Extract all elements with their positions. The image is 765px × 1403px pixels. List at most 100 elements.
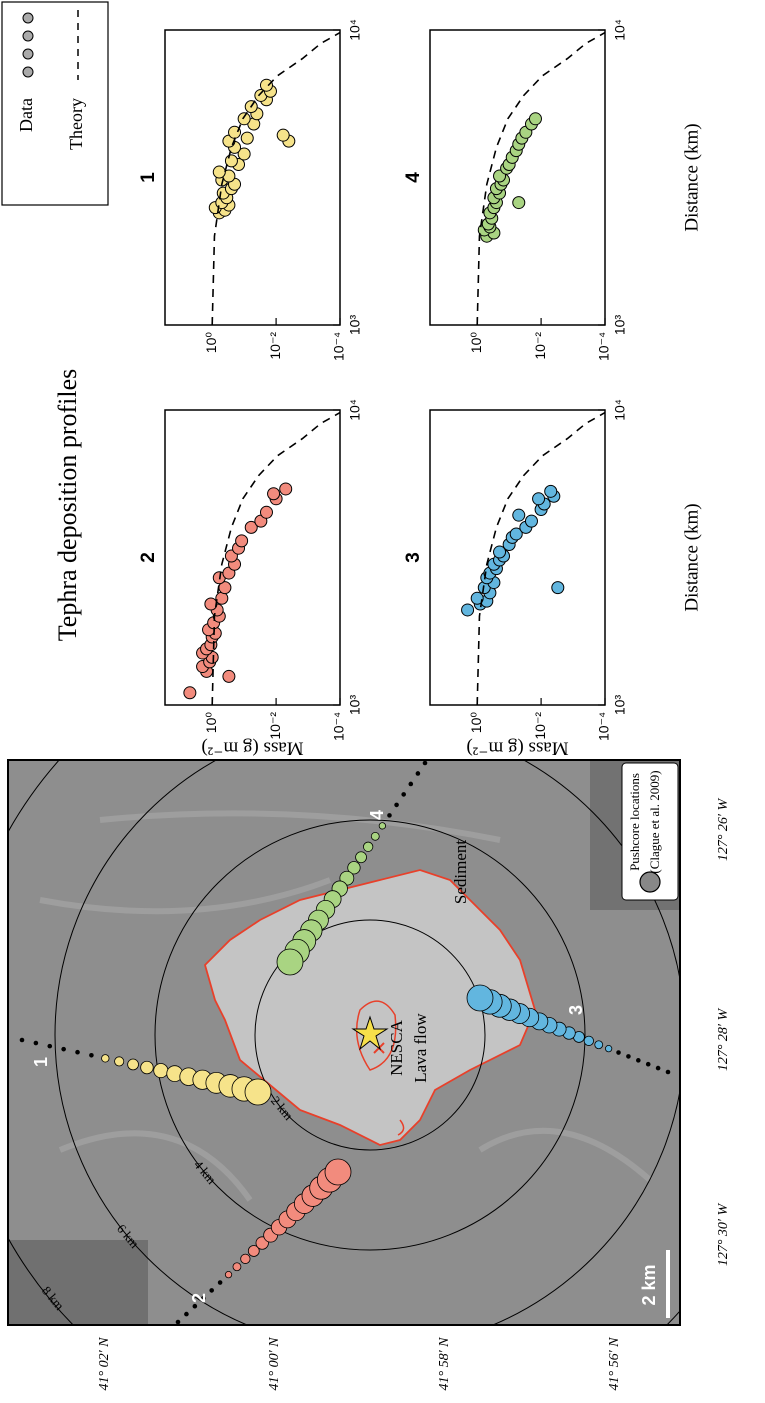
data-point (552, 582, 564, 594)
pushcore (363, 842, 372, 851)
y-tick-label: 10⁰ (203, 712, 219, 734)
pushcore (584, 1036, 593, 1045)
x-tick-label: 10⁴ (612, 399, 628, 421)
data-point (545, 485, 557, 497)
x-tick-label: 10⁴ (347, 399, 363, 421)
pushcore (595, 1041, 603, 1049)
panel-title: 4 (403, 172, 424, 183)
x-tick-label: 10⁴ (612, 19, 628, 41)
panel-title: 2 (138, 552, 159, 563)
scale-bar-label: 2 km (639, 1264, 659, 1305)
x-axis-label: Distance (km) (681, 503, 702, 611)
data-point (216, 592, 228, 604)
pushcore (371, 832, 379, 840)
y-tick-label: 10⁻² (532, 332, 548, 360)
page: {"title": "Tephra deposition profiles", … (0, 0, 765, 1403)
track-dot (646, 1062, 651, 1067)
data-point (260, 506, 272, 518)
data-point (513, 509, 525, 521)
data-point (280, 483, 292, 495)
legend-label: Data (16, 98, 36, 132)
data-point (238, 113, 250, 125)
data-point (260, 79, 272, 91)
latitude-label: 41° 00′ N (267, 1337, 282, 1391)
data-point (223, 670, 235, 682)
track-dot (89, 1053, 94, 1058)
track-dot (408, 782, 413, 787)
pushcore (102, 1055, 110, 1063)
data-point (213, 166, 225, 178)
pushcore (233, 1263, 241, 1271)
y-axis-label: Mass (g m⁻²) (466, 738, 568, 759)
legend-marker (23, 67, 33, 77)
profile-label: 2 (189, 1293, 209, 1303)
data-point (529, 113, 541, 125)
data-point (236, 535, 248, 547)
pushcore (605, 1045, 611, 1051)
legend-marker (23, 13, 33, 23)
y-tick-label: 10⁻⁴ (331, 712, 347, 741)
y-axis-label: Mass (g m⁻²) (201, 738, 303, 759)
x-tick-label: 10³ (347, 695, 363, 716)
map-patch (8, 1240, 148, 1325)
track-dot (47, 1044, 52, 1049)
track-dot (401, 792, 406, 797)
track-dot (636, 1058, 641, 1063)
map-legend-label: Pushcore locations (627, 773, 642, 871)
profile-label: 3 (566, 1005, 586, 1015)
pushcore (245, 1079, 271, 1105)
track-dot (184, 1312, 189, 1317)
track-dot (61, 1047, 66, 1052)
legend-marker (23, 31, 33, 41)
map-legend-marker (640, 872, 660, 892)
plot-frame (430, 410, 605, 705)
track-dot (193, 1304, 198, 1309)
track-dot (176, 1320, 181, 1325)
legend-label: Theory (66, 98, 86, 150)
data-point (525, 515, 537, 527)
pushcore (277, 949, 303, 975)
track-dot (416, 771, 421, 776)
pushcore (356, 852, 367, 863)
data-point (241, 132, 253, 144)
data-point (462, 604, 474, 616)
profile-label: 4 (367, 810, 387, 820)
panel-title: 3 (403, 552, 424, 563)
legend-marker (23, 49, 33, 59)
data-point (277, 129, 289, 141)
track-dot (656, 1066, 661, 1071)
latitude-label: 41° 58′ N (437, 1337, 452, 1391)
track-dot (209, 1288, 214, 1293)
y-tick-label: 10⁻⁴ (331, 332, 347, 361)
data-point (533, 493, 545, 505)
data-point (205, 598, 217, 610)
pushcore (325, 1159, 351, 1185)
x-tick-label: 10⁴ (347, 19, 363, 41)
x-tick-label: 10³ (347, 315, 363, 336)
figure-title: Tephra deposition profiles (53, 369, 82, 642)
panel-title: 1 (138, 172, 159, 183)
track-dot (218, 1280, 223, 1285)
lava-label: Lava flow (411, 1013, 430, 1083)
pushcore (141, 1061, 154, 1074)
y-tick-label: 10⁰ (468, 712, 484, 734)
y-tick-label: 10⁻⁴ (596, 712, 612, 741)
y-tick-label: 10⁻² (267, 712, 283, 740)
map-legend-label: (Clague et al. 2009) (647, 770, 662, 873)
latitude-label: 41° 02′ N (97, 1337, 112, 1391)
track-dot (616, 1050, 621, 1055)
track-dot (75, 1050, 80, 1055)
track-dot (394, 803, 399, 808)
plot-frame (430, 30, 605, 325)
lava-label: NESCA (387, 1019, 406, 1075)
pushcore (225, 1271, 231, 1277)
pushcore (241, 1254, 250, 1263)
pushcore (115, 1057, 124, 1066)
y-tick-label: 10⁻² (267, 332, 283, 360)
longitude-label: 127° 28′ W (716, 1008, 731, 1072)
pushcore (154, 1063, 168, 1077)
data-point (513, 197, 525, 209)
latitude-label: 41° 56′ N (607, 1337, 622, 1391)
y-tick-label: 10⁻² (532, 712, 548, 740)
